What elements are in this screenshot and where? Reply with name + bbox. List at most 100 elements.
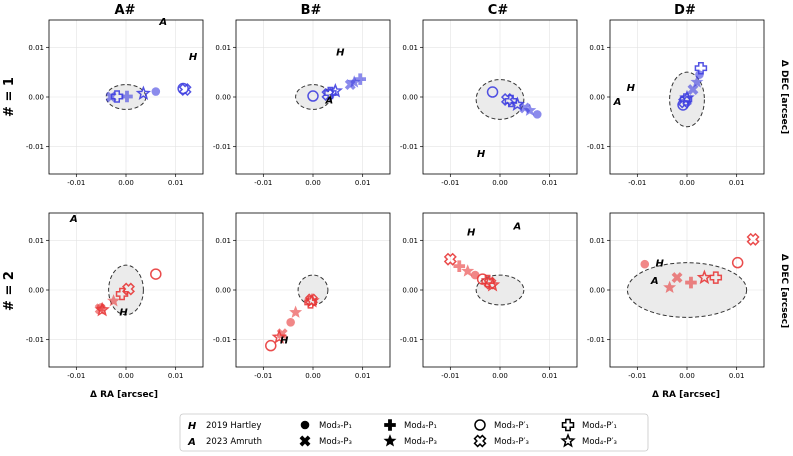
annotation-h: H: [280, 336, 289, 347]
marker-plus-filled: [685, 276, 697, 289]
panels-layer: A H -0.01 -0.01 0.00 0.00 0.01 0.01 H A -0.01 -0.01…: [26, 17, 765, 380]
x-tick-label: -0.01: [254, 372, 272, 380]
y-tick-label: -0.01: [587, 336, 605, 344]
y-tick-label: 0.00: [402, 94, 418, 102]
y-tick-label: 0.01: [215, 44, 231, 52]
y-tick-label: 0.00: [28, 94, 44, 102]
y-tick-label: 0.01: [28, 44, 44, 52]
x-tick-label: 0.00: [118, 179, 134, 187]
plot-content: [443, 252, 525, 306]
x-tick-label: -0.01: [254, 179, 272, 187]
y-tick-label: 0.01: [402, 44, 418, 52]
y-tick-label: -0.01: [587, 143, 605, 151]
x-tick-label: 0.00: [492, 372, 508, 380]
y-tick-label: -0.01: [400, 336, 418, 344]
plot-content: [669, 61, 708, 128]
panel-c-2: H A -0.01 -0.01 0.00 0.00 0.01 0.01: [400, 212, 578, 380]
annotation-h: H: [119, 307, 128, 318]
y-tick-label: -0.01: [213, 336, 231, 344]
marker-circle-filled: [286, 317, 295, 327]
x-axis-label-col-1: Δ RA [arcsec]: [90, 390, 158, 400]
x-tick-label: 0.00: [492, 179, 508, 187]
marker-plus-filled: [354, 73, 366, 85]
plot-content: [105, 82, 192, 110]
marker-plus-open: [304, 296, 317, 309]
marker-star-open: [509, 96, 526, 111]
y-tick-label: 0.00: [402, 287, 418, 295]
marker-plus-filled: [121, 90, 133, 103]
legend-label: Mod₃-P₁: [319, 421, 352, 431]
col-title-a: A#: [115, 3, 136, 18]
y-tick-label: 0.01: [589, 44, 605, 52]
marker-star-open: [679, 89, 695, 105]
x-tick-label: 0.01: [168, 179, 184, 187]
marker-x-filled: [671, 272, 683, 284]
legend-label: Mod₄-P₁: [404, 421, 437, 431]
marker-star-filled: [690, 75, 704, 88]
marker-x-open: [483, 276, 497, 290]
annotation-h: H: [189, 52, 198, 63]
plot-content: [295, 73, 366, 110]
marker-x-open: [746, 232, 760, 246]
legend-marker-circle-open: [474, 419, 486, 431]
legend-marker-circle-filled: [300, 420, 310, 430]
annotation-a: A: [69, 214, 78, 225]
annotation-h: H: [627, 83, 636, 94]
marker-x-open: [500, 92, 514, 106]
y-tick-label: 0.00: [215, 287, 231, 295]
marker-circle-open: [265, 339, 277, 352]
error-ellipse: [108, 264, 144, 316]
y-tick-label: -0.01: [400, 143, 418, 151]
col-title-d: D#: [674, 3, 696, 18]
x-tick-label: 0.00: [305, 179, 321, 187]
plot-content: [265, 274, 329, 352]
plot-content: [475, 79, 542, 120]
panel-b-1: H A -0.01 -0.01 0.00 0.00 0.01 0.01: [213, 19, 391, 187]
annotation-a: A: [325, 95, 334, 106]
col-title-b: B#: [301, 3, 322, 18]
legend-label: 2019 Hartley: [206, 421, 261, 431]
legend-frame: [179, 413, 649, 452]
y-tick-label: -0.01: [213, 143, 231, 151]
marker-plus-open: [504, 94, 518, 108]
y-tick-label: -0.01: [26, 143, 44, 151]
error-ellipse: [295, 84, 331, 110]
x-tick-label: 0.01: [729, 372, 745, 380]
legend-marker-plus-filled: [384, 419, 396, 431]
x-tick-label: -0.01: [628, 372, 646, 380]
x-tick-label: 0.00: [679, 372, 695, 380]
legend-symbol-a: A: [187, 437, 196, 448]
annotation-a: A: [650, 276, 659, 287]
legend-label: Mod₃-P′₃: [494, 437, 529, 447]
marker-plus-filled: [453, 260, 466, 272]
marker-circle-filled: [151, 87, 161, 96]
marker-x-open: [121, 282, 135, 296]
annotation-a: A: [158, 17, 167, 28]
y-tick-label: 0.01: [28, 237, 44, 245]
marker-plus-open: [679, 93, 693, 106]
row-title-1: # = 1: [2, 77, 17, 117]
legend-label: 2023 Amruth: [206, 437, 262, 447]
marker-x-filled: [105, 91, 117, 103]
x-tick-label: -0.01: [67, 179, 85, 187]
marker-circle-open: [476, 273, 489, 285]
marker-circle-filled: [640, 259, 650, 269]
marker-plus-open: [709, 271, 723, 284]
labels-layer: A# B# C# D# # = 1 # = 2 Δ DEC [arcsec] Δ…: [2, 3, 789, 400]
x-tick-label: 0.00: [679, 179, 695, 187]
marker-circle-filled: [532, 110, 542, 119]
x-tick-label: -0.01: [67, 372, 85, 380]
x-tick-label: 0.01: [355, 372, 371, 380]
legend-symbol-h: H: [188, 421, 197, 432]
marker-star-filled: [107, 294, 121, 307]
marker-star-filled: [461, 264, 475, 277]
annotation-h: H: [467, 227, 476, 238]
legend-marker-star-open: [560, 432, 576, 448]
x-tick-label: 0.00: [118, 372, 134, 380]
legend: H 2019 Hartley A 2023 Amruth Mod₃-P₁ Mod₃-P₃ M…: [179, 413, 649, 452]
y-tick-label: 0.00: [589, 94, 605, 102]
col-title-c: C#: [488, 3, 509, 18]
marker-circle-open: [731, 256, 744, 269]
legend-label: Mod₃-P₃: [319, 437, 352, 447]
